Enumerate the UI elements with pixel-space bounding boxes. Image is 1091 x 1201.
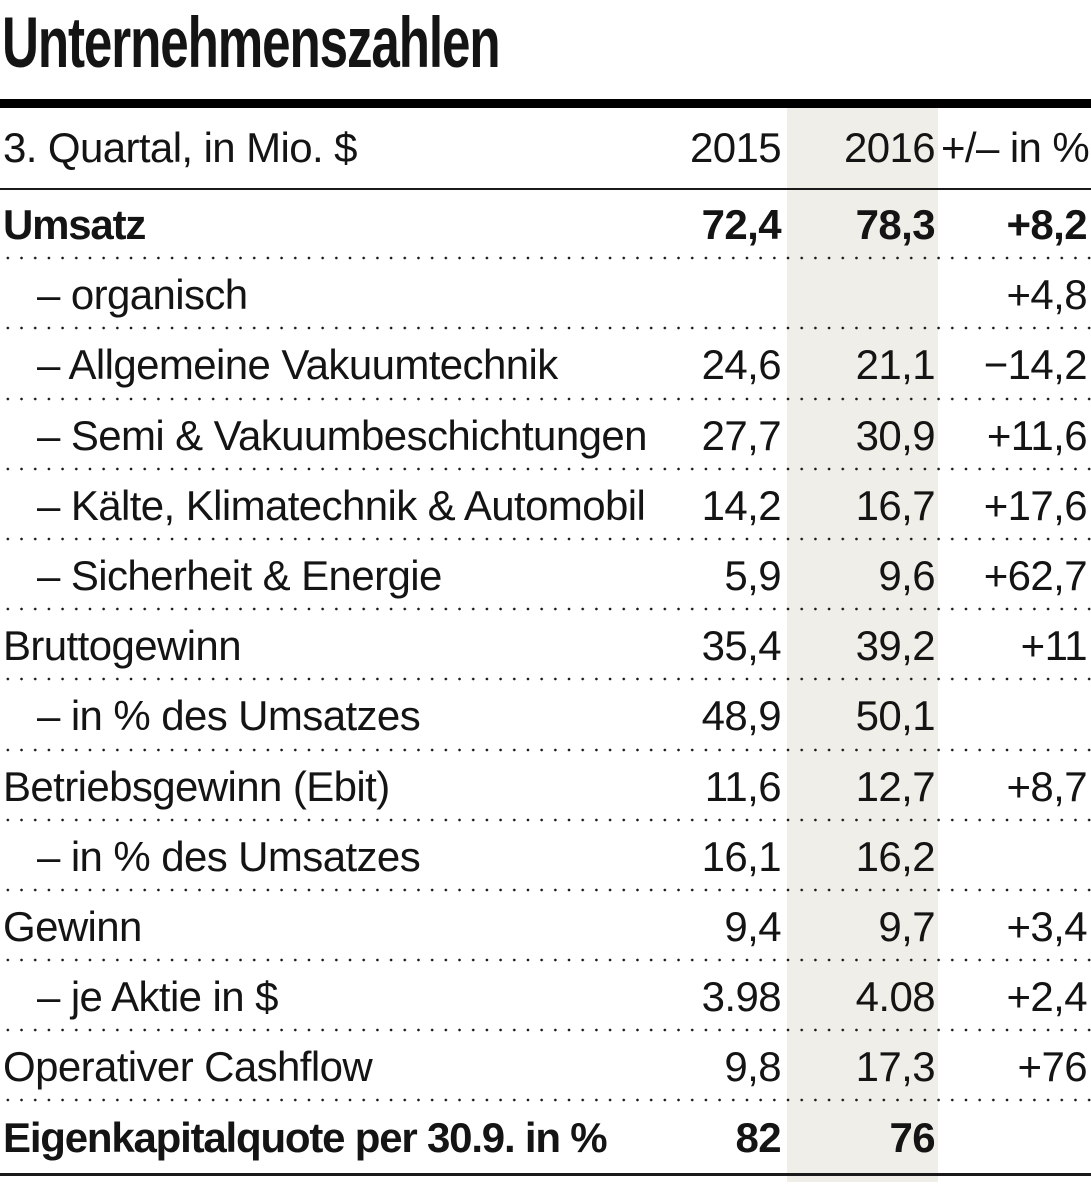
value-2016: 16,7	[855, 481, 936, 529]
value-delta: +8,2	[1006, 201, 1087, 249]
value-2016: 9,7	[878, 902, 935, 950]
value-2016: 9,6	[878, 552, 935, 600]
table-row: Eigenkapitalquote per 30.9. in % 82 76	[0, 1102, 1091, 1172]
row-label: Gewinn	[3, 902, 142, 950]
row-label: – Kälte, Klimatechnik & Automobil	[37, 481, 646, 529]
value-2015: 27,7	[701, 411, 782, 459]
bottom-rule	[0, 1172, 1091, 1176]
row-label: – Semi & Vakuumbeschichtungen	[37, 411, 647, 459]
value-2016: 16,2	[855, 832, 936, 880]
value-delta: +3,4	[1006, 902, 1087, 950]
row-label: Operativer Cashflow	[3, 1043, 373, 1091]
value-2016: 4.08	[855, 973, 936, 1021]
row-label: Eigenkapitalquote per 30.9. in %	[3, 1113, 608, 1161]
row-label: – Allgemeine Vakuumtechnik	[37, 341, 558, 389]
title-rule	[0, 99, 1091, 108]
header-col-2015: 2015	[689, 124, 782, 171]
value-2015: 35,4	[701, 622, 782, 670]
value-2015: 5,9	[724, 552, 781, 600]
value-delta: +17,6	[983, 481, 1088, 529]
value-2015: 9,4	[724, 902, 781, 950]
table-row: – Allgemeine Vakuumtechnik 24,6 21,1 −14,2	[0, 330, 1091, 401]
value-delta: +76	[1017, 1043, 1088, 1091]
value-delta: −14,2	[983, 341, 1088, 389]
table-row: Umsatz 72,4 78,3 +8,2	[0, 190, 1091, 261]
page-title: Unternehmenszahlen	[2, 4, 501, 83]
row-label: – organisch	[37, 271, 248, 319]
value-2016: 17,3	[855, 1043, 936, 1091]
table-row: Operativer Cashflow 9,8 17,3 +76	[0, 1032, 1091, 1103]
value-2015: 11,6	[704, 762, 782, 810]
row-label: – in % des Umsatzes	[37, 832, 421, 880]
table-row: – in % des Umsatzes 16,1 16,2	[0, 821, 1091, 892]
table-row: Bruttogewinn 35,4 39,2 +11	[0, 611, 1091, 682]
row-label: Bruttogewinn	[3, 622, 242, 670]
table-row: – organisch +4,8	[0, 260, 1091, 331]
row-label: Umsatz	[3, 201, 146, 249]
header-label: 3. Quartal, in Mio. $	[3, 124, 358, 171]
value-2016: 30,9	[855, 411, 936, 459]
table-row: – in % des Umsatzes 48,9 50,1	[0, 681, 1091, 752]
value-delta: +62,7	[983, 552, 1088, 600]
value-2015: 24,6	[701, 341, 782, 389]
value-2015: 9,8	[724, 1043, 781, 1091]
value-delta: +2,4	[1006, 973, 1087, 1021]
value-2016: 50,1	[855, 692, 936, 740]
header-col-2016: 2016	[843, 124, 936, 171]
table-header: 3. Quartal, in Mio. $ 2015 2016 +/– in %	[0, 108, 1091, 188]
table-row: – Semi & Vakuumbeschichtungen 27,7 30,9 +11…	[0, 400, 1091, 471]
value-2016: 39,2	[855, 622, 936, 670]
value-2016: 21,1	[855, 341, 936, 389]
table-row: Gewinn 9,4 9,7 +3,4	[0, 891, 1091, 963]
table-row: – Sicherheit & Energie 5,9 9,6 +62,7	[0, 540, 1091, 612]
value-delta: +4,8	[1006, 271, 1087, 319]
row-label: – je Aktie in $	[37, 973, 278, 1021]
row-label: – in % des Umsatzes	[37, 692, 421, 740]
header-col-delta: +/– in %	[941, 124, 1090, 171]
table-row: – je Aktie in $ 3.98 4.08 +2,4	[0, 962, 1091, 1033]
value-2015: 3.98	[701, 973, 782, 1021]
value-delta: +11,6	[986, 411, 1088, 459]
value-2015: 14,2	[701, 481, 782, 529]
value-2015: 16,1	[701, 832, 782, 880]
row-label: – Sicherheit & Energie	[37, 552, 442, 600]
value-2016: 78,3	[855, 201, 936, 249]
value-delta: +11	[1020, 622, 1088, 670]
value-delta: +8,7	[1006, 762, 1087, 810]
table-row: Betriebsgewinn (Ebit) 11,6 12,7 +8,7	[0, 751, 1091, 822]
value-2015: 48,9	[701, 692, 782, 740]
row-label: Betriebsgewinn (Ebit)	[3, 762, 390, 810]
header-rule	[0, 188, 1091, 190]
value-2016: 12,7	[855, 762, 936, 810]
table-row: – Kälte, Klimatechnik & Automobil 14,2 16,…	[0, 470, 1091, 541]
table-body: Umsatz 72,4 78,3 +8,2 – organisch +4,8 – Allge…	[0, 190, 1091, 1173]
value-2015: 82	[735, 1113, 781, 1161]
value-2016: 76	[889, 1113, 935, 1161]
value-2015: 72,4	[701, 201, 782, 249]
